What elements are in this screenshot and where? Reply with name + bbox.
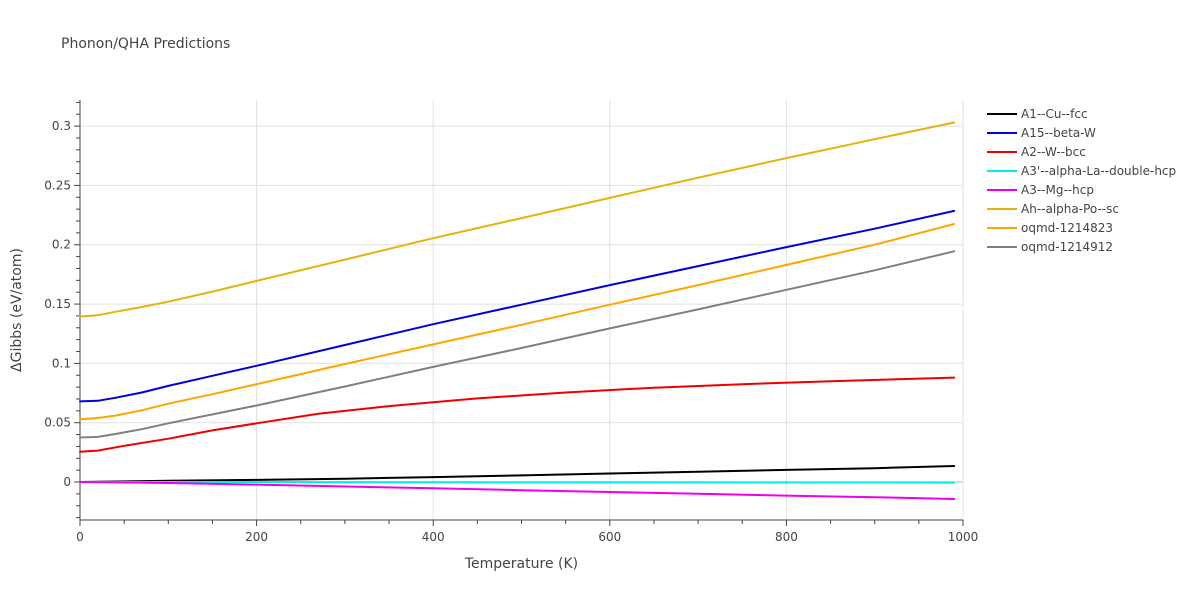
- y-tick-label: 0.15: [44, 297, 71, 311]
- series-line-5: [79, 481, 956, 500]
- x-tick-label: 600: [598, 530, 621, 544]
- series-line-2: [79, 209, 956, 403]
- legend-label: Ah--alpha-Po--sc: [1021, 202, 1119, 216]
- series-lines: [79, 121, 956, 500]
- chart-title: Phonon/QHA Predictions: [61, 36, 231, 52]
- legend-label: A3--Mg--hcp: [1021, 183, 1094, 197]
- legend-item[interactable]: A1--Cu--fcc: [987, 107, 1088, 121]
- legend-item[interactable]: Ah--alpha-Po--sc: [987, 202, 1119, 216]
- x-tick-label: 800: [775, 530, 798, 544]
- legend-item[interactable]: oqmd-1214823: [987, 221, 1113, 235]
- series-line-6: [79, 121, 956, 318]
- legend-item[interactable]: A3--Mg--hcp: [987, 183, 1094, 197]
- legend-item[interactable]: oqmd-1214912: [987, 240, 1113, 254]
- legend-label: A2--W--bcc: [1021, 145, 1086, 159]
- x-tick-label: 1000: [948, 530, 979, 544]
- series-line-8: [79, 250, 956, 439]
- legend-item[interactable]: A2--W--bcc: [987, 145, 1086, 159]
- legend-label: oqmd-1214823: [1021, 221, 1113, 235]
- legend-label: A1--Cu--fcc: [1021, 107, 1088, 121]
- y-tick-label: 0.25: [44, 178, 71, 192]
- y-tick-label: 0.2: [52, 238, 71, 252]
- y-tick-label: 0.1: [52, 356, 71, 370]
- y-tick-label: 0: [63, 475, 71, 489]
- legend-label: A15--beta-W: [1021, 126, 1096, 140]
- series-line-4: [79, 481, 956, 484]
- x-tick-label: 200: [245, 530, 268, 544]
- x-tick-label: 0: [76, 530, 84, 544]
- x-tick-label: 400: [422, 530, 445, 544]
- x-axis-title: Temperature (K): [464, 556, 578, 572]
- grid: [80, 100, 964, 520]
- legend-label: oqmd-1214912: [1021, 240, 1113, 254]
- series-line-1: [79, 465, 956, 483]
- series-line-3: [79, 376, 956, 453]
- legend-label: A3'--alpha-La--double-hcp: [1021, 164, 1176, 178]
- legend-item[interactable]: A3'--alpha-La--double-hcp: [987, 164, 1176, 178]
- legend[interactable]: A1--Cu--fcc A15--beta-W A2--W--bcc A3'--alp…: [987, 107, 1176, 254]
- y-axis-title: ΔGibbs (eV/atom): [9, 248, 25, 372]
- legend-item[interactable]: A15--beta-W: [987, 126, 1096, 140]
- y-tick-label: 0.05: [44, 416, 71, 430]
- axes: 0 200 400 600 800 1000 0 0.05 0.1 0.15 0.2 0.25 0.3: [44, 100, 978, 544]
- y-tick-label: 0.3: [52, 119, 71, 133]
- series-line-7: [79, 223, 956, 421]
